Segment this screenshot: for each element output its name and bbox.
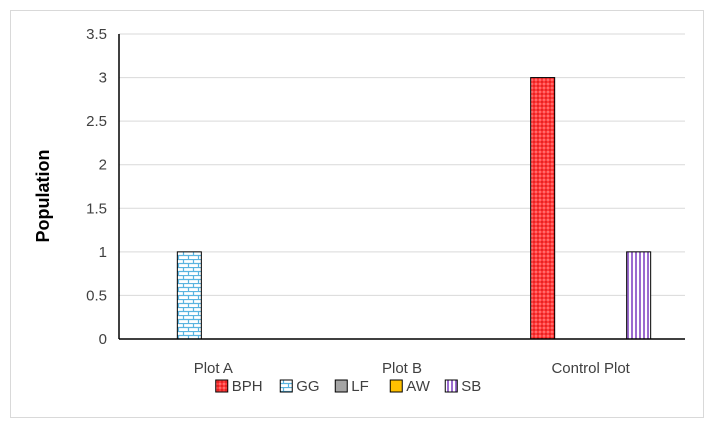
legend-label-aw: AW <box>406 378 430 395</box>
legend-label-bph: BPH <box>232 378 263 395</box>
gridlines <box>119 33 685 296</box>
y-tick-label: 3.5 <box>86 26 107 43</box>
x-tick-label: Plot B <box>382 360 422 377</box>
legend-swatch-aw <box>389 379 403 393</box>
legend-label-sb: SB <box>461 378 481 395</box>
legend: BPH GG LF AW SB <box>215 378 481 395</box>
legend-swatch-gg <box>279 379 293 393</box>
y-tick-label: 1.5 <box>86 200 107 217</box>
chart-area: 0 0.5 1 1.5 2 2.5 3 3.5 Plot A Plot B Control Plot… <box>10 10 704 418</box>
bar-bph-control-plot <box>530 77 556 340</box>
legend-swatch-lf <box>334 379 348 393</box>
legend-label-lf: LF <box>351 378 369 395</box>
y-tick-label: 3 <box>99 70 107 87</box>
bar-gg-plot-a <box>176 251 202 340</box>
bar-sb-control-plot <box>626 251 652 340</box>
legend-swatch-bph <box>215 379 229 393</box>
x-tick-label: Control Plot <box>551 360 630 377</box>
y-axis-title: Population <box>33 150 53 243</box>
x-tick-label: Plot A <box>194 360 233 377</box>
bar-chart: 0 0.5 1 1.5 2 2.5 3 3.5 Plot A Plot B Control Plot… <box>33 26 685 395</box>
y-tick-label: 2 <box>99 157 107 174</box>
legend-swatch-sb <box>444 379 458 393</box>
y-tick-label: 2.5 <box>86 113 107 130</box>
y-tick-label: 0 <box>99 331 107 348</box>
axes: 0 0.5 1 1.5 2 2.5 3 3.5 Plot A Plot B Control Plot <box>86 26 685 377</box>
legend-label-gg: GG <box>296 378 319 395</box>
y-tick-label: 0.5 <box>86 287 107 304</box>
y-tick-label: 1 <box>99 244 107 261</box>
